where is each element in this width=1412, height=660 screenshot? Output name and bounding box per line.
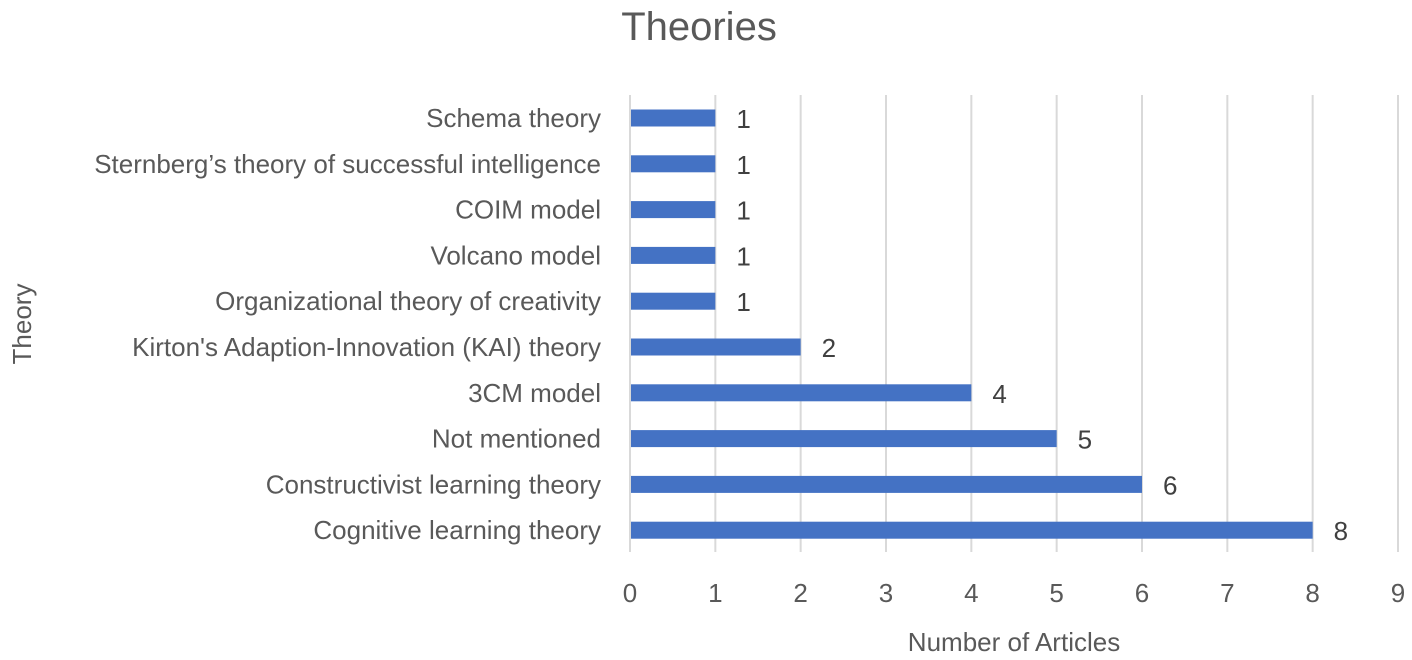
category-label: COIM model (455, 195, 601, 225)
data-label: 5 (1078, 425, 1092, 455)
category-label: Not mentioned (432, 424, 601, 454)
bar (631, 475, 1142, 493)
category-labels: Schema theory Sternberg’s theory of succe… (94, 103, 601, 545)
bar (631, 201, 716, 219)
data-label: 8 (1334, 516, 1348, 546)
y-axis-title: Theory (7, 284, 37, 365)
bar (631, 292, 716, 310)
bar (631, 246, 716, 264)
category-label: Kirton's Adaption-Innovation (KAI) theor… (132, 332, 601, 362)
data-label: 1 (736, 287, 750, 317)
x-tick-label: 1 (708, 578, 722, 608)
x-tick-label: 5 (1049, 578, 1063, 608)
x-tick-label: 7 (1220, 578, 1234, 608)
data-label: 1 (736, 150, 750, 180)
bar (631, 521, 1313, 539)
bar (631, 384, 972, 402)
category-label: Schema theory (426, 103, 601, 133)
x-tick-label: 8 (1305, 578, 1319, 608)
category-label: Volcano model (430, 240, 601, 270)
data-label: 2 (822, 333, 836, 363)
bar (631, 109, 716, 127)
bar (631, 155, 716, 173)
data-label: 4 (992, 379, 1006, 409)
category-label: 3CM model (468, 378, 601, 408)
chart-title: Theories (621, 5, 777, 49)
category-label: Constructivist learning theory (266, 469, 601, 499)
data-label: 1 (736, 241, 750, 271)
bar (631, 430, 1057, 448)
category-label: Cognitive learning theory (313, 515, 601, 545)
x-tick-label: 2 (793, 578, 807, 608)
x-tick-label: 3 (879, 578, 893, 608)
bar (631, 338, 801, 356)
data-label: 1 (736, 196, 750, 226)
x-tick-label: 4 (964, 578, 978, 608)
bars (631, 109, 1313, 539)
x-tick-label: 9 (1391, 578, 1405, 608)
data-labels: 1 1 1 1 1 2 4 5 6 8 (736, 104, 1348, 546)
x-axis-title: Number of Articles (908, 627, 1120, 657)
category-label: Sternberg’s theory of successful intelli… (94, 149, 601, 179)
x-tick-label: 6 (1135, 578, 1149, 608)
x-tick-labels: 0 1 2 3 4 5 6 7 8 9 (623, 578, 1405, 608)
category-label: Organizational theory of creativity (215, 286, 601, 316)
data-label: 6 (1163, 470, 1177, 500)
x-tick-label: 0 (623, 578, 637, 608)
data-label: 1 (736, 104, 750, 134)
